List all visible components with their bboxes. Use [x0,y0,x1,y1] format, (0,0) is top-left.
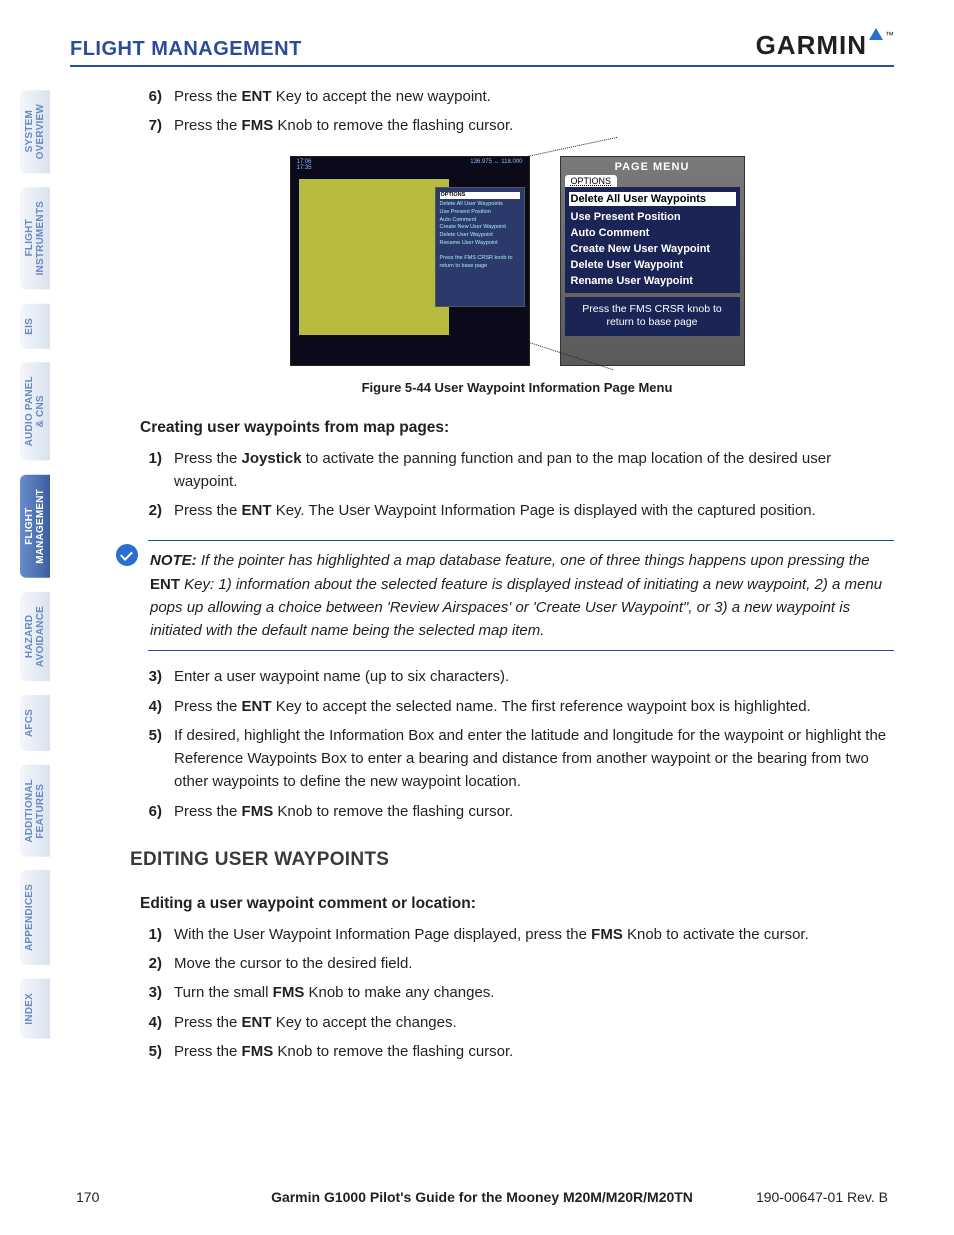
step-number: 7) [140,114,162,137]
menu-item[interactable]: Rename User Waypoint [571,273,734,289]
brand-logo: GARMIN ™ [756,30,894,61]
menu-body: Delete All User Waypoints Use Present Pos… [565,187,740,293]
procedure-heading-edit: Editing a user waypoint comment or locat… [140,895,894,913]
menu-item[interactable]: Delete All User Waypoints [569,192,736,206]
steps-create-b: 3) Enter a user waypoint name (up to six … [140,665,894,823]
step-item: 7) Press the FMS Knob to remove the flash… [140,114,894,137]
map-terrain [299,179,449,335]
nav-tab[interactable]: APPENDICES [20,870,50,965]
section-title: FLIGHT MANAGEMENT [70,38,302,61]
step-item: 1) Press the Joystick to activate the pan… [140,447,894,494]
step-text: Press the ENT Key. The User Waypoint Inf… [174,499,816,522]
procedure-heading: Creating user waypoints from map pages: [140,419,894,437]
step-number: 3) [140,665,162,688]
page-header: FLIGHT MANAGEMENT GARMIN ™ [70,30,894,67]
menu-tab: OPTIONS [565,175,618,187]
step-text: Move the cursor to the desired field. [174,952,412,975]
nav-tab[interactable]: AUDIO PANEL& CNS [20,362,50,460]
step-number: 2) [140,499,162,522]
step-text: Press the FMS Knob to remove the flashin… [174,114,513,137]
steps-edit: 1) With the User Waypoint Information Pag… [140,923,894,1063]
nav-tab[interactable]: AFCS [20,695,50,751]
page-number: 170 [70,1189,105,1205]
side-tabs: SYSTEMOVERVIEW FLIGHTINSTRUMENTS EIS AUDIO … [20,90,50,1039]
step-item: 2) Press the ENT Key. The User Waypoint I… [140,499,894,522]
step-number: 1) [140,923,162,946]
figure-5-44: 17:06 17:35 136.975 ↔ 118.000 OPTIONS De… [140,156,894,366]
step-text: Turn the small FMS Knob to make any chan… [174,981,494,1004]
nav-tab[interactable]: EIS [20,304,50,349]
step-text: Press the ENT Key to accept the changes. [174,1011,457,1034]
step-number: 4) [140,695,162,718]
step-number: 6) [140,800,162,823]
step-item: 5)If desired, highlight the Information … [140,724,894,794]
step-item: 6) Press the FMS Knob to remove the flash… [140,800,894,823]
section-heading-editing: EDITING USER WAYPOINTS [130,849,894,871]
step-number: 4) [140,1011,162,1034]
page-footer: 170 Garmin G1000 Pilot's Guide for the M… [70,1189,894,1205]
menu-footer: Press the FMS CRSR knob to return to bas… [565,297,740,336]
step-item: 6) Press the ENT Key to accept the new wa… [140,85,894,108]
nav-tab[interactable]: INDEX [20,979,50,1039]
step-number: 1) [140,447,162,494]
note-callout: NOTE: If the pointer has highlighted a m… [116,540,894,651]
nav-tab[interactable]: FLIGHTMANAGEMENT [20,475,50,578]
menu-title: PAGE MENU [561,157,744,175]
steps-create-a: 1) Press the Joystick to activate the pan… [140,447,894,523]
map-menu-overlay: OPTIONS Delete All User Waypoints Use Pr… [435,187,525,307]
step-number: 5) [140,724,162,794]
step-text: Press the FMS Knob to remove the flashin… [174,800,513,823]
nav-tab[interactable]: ADDITIONALFEATURES [20,765,50,857]
step-text: Enter a user waypoint name (up to six ch… [174,665,509,688]
step-number: 2) [140,952,162,975]
logo-text: GARMIN [756,30,867,61]
note-text: NOTE: If the pointer has highlighted a m… [148,540,894,651]
step-number: 5) [140,1040,162,1063]
menu-item[interactable]: Auto Comment [571,225,734,241]
step-text: Press the Joystick to activate the panni… [174,447,894,494]
step-item: 4) Press the ENT Key to accept the change… [140,1011,894,1034]
nav-tab[interactable]: SYSTEMOVERVIEW [20,90,50,173]
step-text: Press the ENT Key to accept the selected… [174,695,811,718]
step-item: 3) Turn the small FMS Knob to make any ch… [140,981,894,1004]
step-number: 3) [140,981,162,1004]
step-item: 4) Press the ENT Key to accept the select… [140,695,894,718]
nav-tab[interactable]: FLIGHTINSTRUMENTS [20,187,50,289]
document-page: SYSTEMOVERVIEW FLIGHTINSTRUMENTS EIS AUDIO … [0,0,954,1235]
step-item: 2) Move the cursor to the desired field. [140,952,894,975]
menu-item[interactable]: Delete User Waypoint [571,257,734,273]
menu-item[interactable]: Use Present Position [571,209,734,225]
menu-item[interactable]: Create New User Waypoint [571,241,734,257]
map-header: 17:06 17:35 136.975 ↔ 118.000 [297,159,523,171]
figure-caption: Figure 5-44 User Waypoint Information Pa… [140,380,894,395]
doc-revision: 190-00647-01 Rev. B [750,1189,894,1205]
map-screenshot: 17:06 17:35 136.975 ↔ 118.000 OPTIONS De… [290,156,530,366]
note-icon [116,544,138,566]
trademark: ™ [885,30,894,40]
step-text: With the User Waypoint Information Page … [174,923,809,946]
nav-tab[interactable]: HAZARDAVOIDANCE [20,592,50,681]
step-number: 6) [140,85,162,108]
step-text: If desired, highlight the Information Bo… [174,724,894,794]
step-item: 3) Enter a user waypoint name (up to six … [140,665,894,688]
step-text: Press the ENT Key to accept the new wayp… [174,85,491,108]
step-item: 5) Press the FMS Knob to remove the flash… [140,1040,894,1063]
continuation-steps: 6) Press the ENT Key to accept the new wa… [140,85,894,138]
content-area: 6) Press the ENT Key to accept the new wa… [140,85,894,1063]
step-text: Press the FMS Knob to remove the flashin… [174,1040,513,1063]
logo-triangle-icon [869,28,883,40]
page-menu-panel: PAGE MENU OPTIONS Delete All User Waypoi… [560,156,745,366]
step-item: 1) With the User Waypoint Information Pag… [140,923,894,946]
